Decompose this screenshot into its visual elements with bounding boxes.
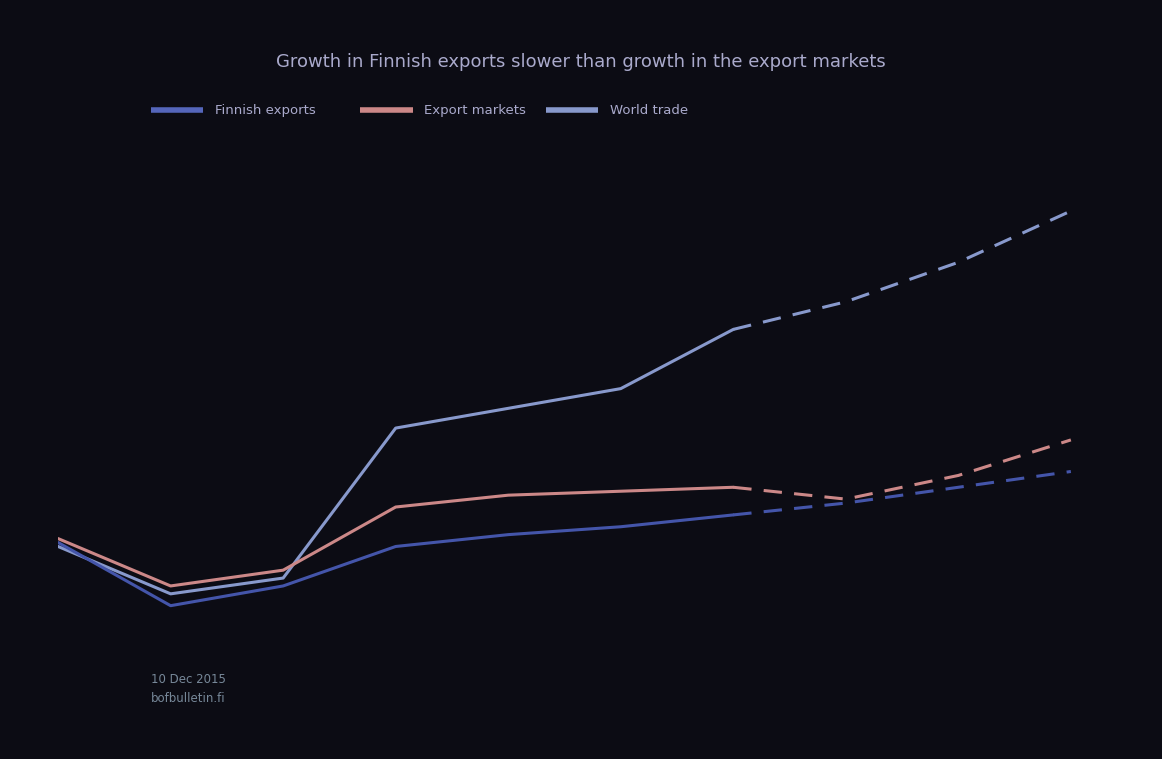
- Text: bofbulletin.fi: bofbulletin.fi: [151, 692, 225, 705]
- Text: Growth in Finnish exports slower than growth in the export markets: Growth in Finnish exports slower than gr…: [277, 53, 885, 71]
- Text: 10 Dec 2015: 10 Dec 2015: [151, 673, 225, 686]
- Text: Finnish exports: Finnish exports: [215, 103, 316, 117]
- Text: Export markets: Export markets: [424, 103, 526, 117]
- Text: World trade: World trade: [610, 103, 688, 117]
